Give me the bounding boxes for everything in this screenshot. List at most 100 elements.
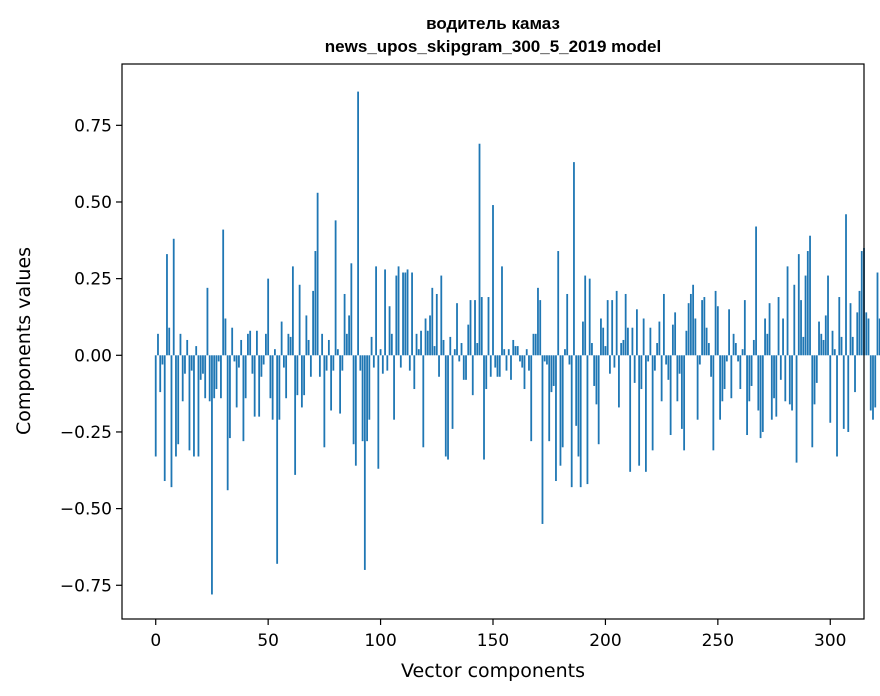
bar-22: [204, 355, 207, 399]
bar-57: [282, 355, 285, 368]
bar-287: [800, 300, 802, 356]
bar-133: [453, 349, 456, 356]
bar-248: [712, 355, 715, 451]
bar-221: [651, 355, 654, 451]
bar-172: [541, 355, 544, 524]
bar-88: [352, 355, 355, 445]
bar-203: [611, 300, 614, 356]
bar-236: [685, 330, 688, 356]
bar-295: [818, 321, 820, 356]
bar-185: [570, 355, 573, 488]
bar-289: [804, 275, 807, 356]
bar-288: [802, 336, 805, 356]
bar-144: [478, 143, 481, 356]
bar-63: [296, 355, 299, 396]
bar-284: [793, 284, 796, 356]
x-tick-label: 150: [477, 631, 509, 651]
bar-116: [415, 333, 418, 356]
bar-282: [788, 355, 791, 405]
bar-263: [746, 355, 748, 436]
bar-64: [298, 284, 301, 356]
bar-222: [653, 355, 656, 371]
bar-14: [186, 339, 189, 356]
bar-292: [811, 355, 814, 448]
bar-13: [184, 355, 186, 374]
bar-156: [505, 355, 508, 371]
bar-51: [269, 355, 272, 399]
bar-45: [256, 330, 258, 356]
bar-1: [157, 333, 159, 356]
bar-102: [384, 269, 386, 356]
bar-11: [179, 333, 182, 356]
bar-42: [249, 330, 252, 356]
bar-274: [770, 355, 773, 420]
x-tick-label: 200: [589, 631, 621, 651]
bar-55: [278, 355, 281, 420]
bar-127: [440, 275, 443, 356]
bar-314: [860, 251, 863, 356]
bar-205: [615, 290, 618, 356]
bar-207: [620, 343, 623, 356]
x-tick-label: 0: [150, 631, 161, 651]
bar-10: [177, 355, 180, 445]
bar-298: [824, 315, 827, 356]
bar-312: [856, 312, 859, 356]
bar-230: [671, 324, 674, 356]
bar-256: [730, 355, 733, 399]
bar-76: [325, 355, 328, 371]
bar-223: [656, 343, 659, 356]
bar-264: [748, 355, 751, 402]
bar-83: [341, 355, 344, 371]
bar-27: [215, 355, 218, 390]
bar-65: [300, 355, 303, 408]
bar-73: [318, 355, 321, 377]
bar-128: [442, 339, 445, 356]
bar-24: [208, 355, 211, 402]
bar-149: [489, 355, 492, 377]
bar-209: [624, 293, 627, 356]
bar-37: [238, 355, 240, 368]
bar-286: [797, 254, 800, 356]
bar-238: [689, 293, 692, 356]
bar-220: [649, 327, 652, 356]
bar-158: [510, 355, 512, 380]
bar-225: [660, 355, 663, 402]
bar-140: [469, 300, 472, 356]
bar-109: [399, 355, 402, 368]
bar-319: [872, 355, 874, 420]
bar-39: [242, 355, 245, 442]
bar-61: [291, 266, 294, 356]
bar-294: [815, 355, 818, 383]
bar-95: [368, 355, 371, 420]
bar-304: [838, 297, 841, 356]
bar-307: [845, 214, 847, 356]
bar-301: [831, 330, 834, 356]
y-tick-label: −0.50: [60, 500, 112, 520]
bar-239: [692, 284, 695, 356]
bar-100: [379, 349, 382, 356]
bar-69: [309, 355, 312, 377]
bar-141: [471, 355, 474, 396]
bar-168: [532, 333, 535, 356]
bar-59: [287, 333, 290, 356]
bar-320: [874, 355, 877, 408]
bar-174: [546, 355, 548, 365]
bar-167: [530, 355, 533, 442]
bar-162: [519, 355, 521, 362]
bar-253: [723, 355, 726, 390]
bar-138: [465, 355, 467, 380]
bar-46: [258, 355, 261, 417]
bar-161: [516, 346, 519, 356]
bar-132: [451, 355, 454, 429]
bar-15: [188, 355, 191, 451]
bar-9: [175, 355, 177, 457]
bar-113: [408, 355, 411, 371]
bar-33: [229, 355, 231, 439]
bar-92: [361, 355, 364, 442]
bar-182: [564, 349, 566, 356]
bar-136: [460, 343, 463, 356]
bar-285: [795, 355, 798, 463]
bar-296: [820, 333, 823, 356]
bar-52: [271, 355, 274, 420]
bar-97: [372, 355, 375, 368]
